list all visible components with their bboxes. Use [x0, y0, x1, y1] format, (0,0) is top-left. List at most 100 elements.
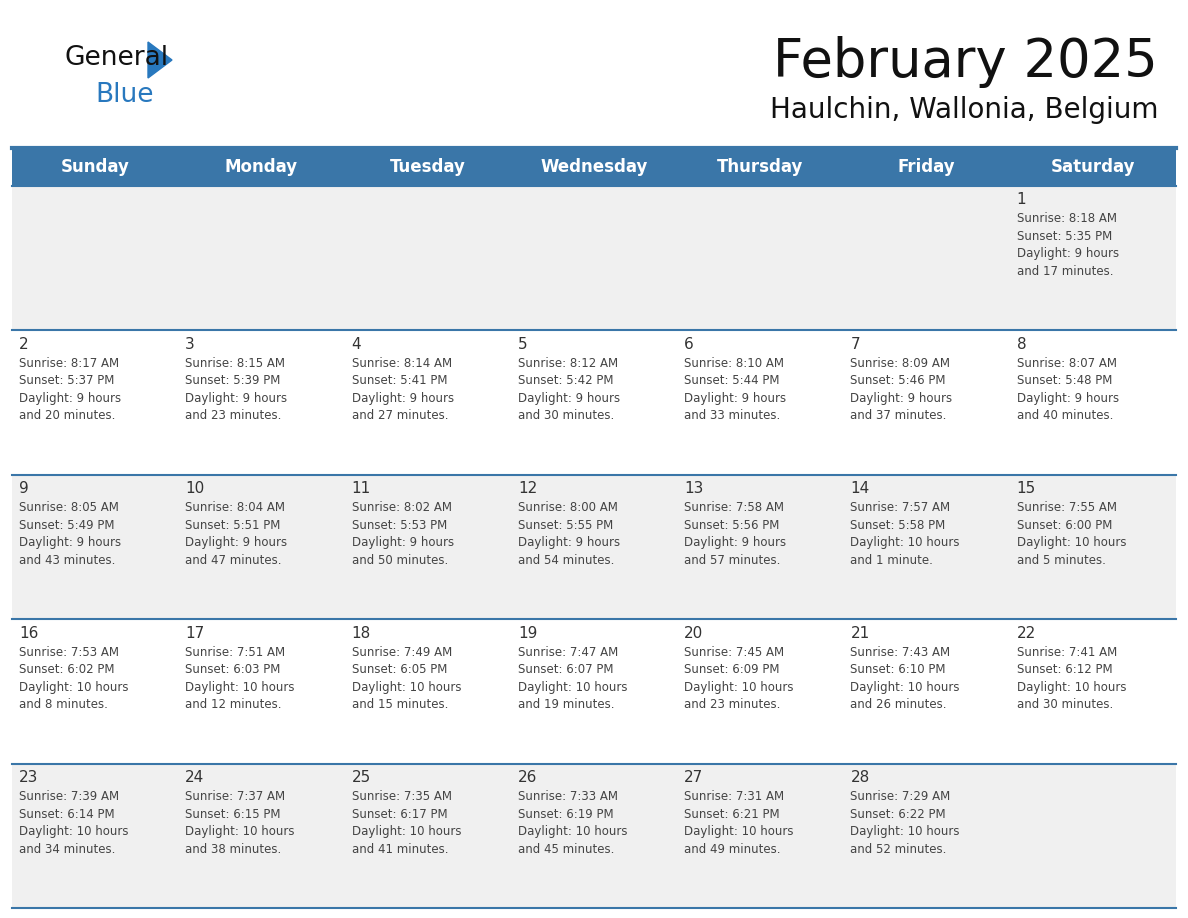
Text: and 12 minutes.: and 12 minutes. [185, 699, 282, 711]
Text: Sunset: 6:05 PM: Sunset: 6:05 PM [352, 663, 447, 677]
Bar [12, 764, 1176, 908]
Text: Sunrise: 8:07 AM: Sunrise: 8:07 AM [1017, 357, 1117, 370]
Text: Wednesday: Wednesday [541, 158, 647, 176]
Text: 12: 12 [518, 481, 537, 497]
Text: Sunrise: 7:39 AM: Sunrise: 7:39 AM [19, 790, 119, 803]
Text: Sunrise: 7:31 AM: Sunrise: 7:31 AM [684, 790, 784, 803]
Text: Thursday: Thursday [718, 158, 803, 176]
Text: Daylight: 9 hours: Daylight: 9 hours [19, 392, 121, 405]
Text: Sunrise: 7:41 AM: Sunrise: 7:41 AM [1017, 645, 1117, 659]
Text: and 33 minutes.: and 33 minutes. [684, 409, 781, 422]
Text: Sunrise: 8:15 AM: Sunrise: 8:15 AM [185, 357, 285, 370]
Text: Sunset: 5:46 PM: Sunset: 5:46 PM [851, 375, 946, 387]
Text: Daylight: 9 hours: Daylight: 9 hours [518, 536, 620, 549]
Text: and 43 minutes.: and 43 minutes. [19, 554, 115, 566]
Text: 13: 13 [684, 481, 703, 497]
Text: February 2025: February 2025 [773, 36, 1158, 88]
Text: 28: 28 [851, 770, 870, 785]
Text: Sunrise: 7:45 AM: Sunrise: 7:45 AM [684, 645, 784, 659]
Text: 21: 21 [851, 626, 870, 641]
Text: and 15 minutes.: and 15 minutes. [352, 699, 448, 711]
Text: Sunset: 5:35 PM: Sunset: 5:35 PM [1017, 230, 1112, 243]
Text: General: General [65, 45, 169, 71]
Text: Sunrise: 8:09 AM: Sunrise: 8:09 AM [851, 357, 950, 370]
Text: and 30 minutes.: and 30 minutes. [518, 409, 614, 422]
Text: Sunset: 6:02 PM: Sunset: 6:02 PM [19, 663, 114, 677]
Text: Daylight: 10 hours: Daylight: 10 hours [518, 681, 627, 694]
Text: 20: 20 [684, 626, 703, 641]
Text: and 17 minutes.: and 17 minutes. [1017, 265, 1113, 278]
Text: and 49 minutes.: and 49 minutes. [684, 843, 781, 856]
Text: Haulchin, Wallonia, Belgium: Haulchin, Wallonia, Belgium [770, 96, 1158, 124]
Text: Daylight: 9 hours: Daylight: 9 hours [1017, 392, 1119, 405]
Text: 24: 24 [185, 770, 204, 785]
Text: 1: 1 [1017, 193, 1026, 207]
Text: 19: 19 [518, 626, 537, 641]
Text: 9: 9 [19, 481, 29, 497]
Text: and 38 minutes.: and 38 minutes. [185, 843, 282, 856]
Polygon shape [148, 42, 172, 78]
Text: Sunrise: 8:12 AM: Sunrise: 8:12 AM [518, 357, 618, 370]
Text: Sunrise: 7:51 AM: Sunrise: 7:51 AM [185, 645, 285, 659]
Text: and 23 minutes.: and 23 minutes. [684, 699, 781, 711]
Text: and 1 minute.: and 1 minute. [851, 554, 934, 566]
Text: Sunset: 6:22 PM: Sunset: 6:22 PM [851, 808, 946, 821]
Text: Daylight: 10 hours: Daylight: 10 hours [851, 681, 960, 694]
Text: Daylight: 10 hours: Daylight: 10 hours [684, 681, 794, 694]
Text: Sunset: 6:12 PM: Sunset: 6:12 PM [1017, 663, 1112, 677]
Text: and 27 minutes.: and 27 minutes. [352, 409, 448, 422]
Text: Sunrise: 8:17 AM: Sunrise: 8:17 AM [19, 357, 119, 370]
Text: and 23 minutes.: and 23 minutes. [185, 409, 282, 422]
Text: Sunset: 5:48 PM: Sunset: 5:48 PM [1017, 375, 1112, 387]
Text: 16: 16 [19, 626, 38, 641]
Text: Daylight: 9 hours: Daylight: 9 hours [1017, 248, 1119, 261]
Text: Sunday: Sunday [61, 158, 129, 176]
Text: Blue: Blue [95, 82, 153, 108]
Text: Saturday: Saturday [1050, 158, 1135, 176]
Text: Sunrise: 7:37 AM: Sunrise: 7:37 AM [185, 790, 285, 803]
Text: 15: 15 [1017, 481, 1036, 497]
Text: 2: 2 [19, 337, 29, 352]
Text: 3: 3 [185, 337, 195, 352]
Text: and 37 minutes.: and 37 minutes. [851, 409, 947, 422]
Text: Daylight: 10 hours: Daylight: 10 hours [352, 825, 461, 838]
Text: Sunset: 5:56 PM: Sunset: 5:56 PM [684, 519, 779, 532]
Text: 17: 17 [185, 626, 204, 641]
Text: Sunrise: 7:43 AM: Sunrise: 7:43 AM [851, 645, 950, 659]
Text: Daylight: 9 hours: Daylight: 9 hours [185, 536, 287, 549]
Text: Sunrise: 8:00 AM: Sunrise: 8:00 AM [518, 501, 618, 514]
Text: Daylight: 9 hours: Daylight: 9 hours [684, 536, 786, 549]
Text: Sunset: 5:53 PM: Sunset: 5:53 PM [352, 519, 447, 532]
Text: Tuesday: Tuesday [390, 158, 466, 176]
Text: Sunrise: 8:10 AM: Sunrise: 8:10 AM [684, 357, 784, 370]
Text: Daylight: 10 hours: Daylight: 10 hours [352, 681, 461, 694]
Text: Sunset: 5:49 PM: Sunset: 5:49 PM [19, 519, 114, 532]
Text: Daylight: 9 hours: Daylight: 9 hours [352, 536, 454, 549]
Text: 8: 8 [1017, 337, 1026, 352]
Bar [12, 148, 1176, 186]
Text: 6: 6 [684, 337, 694, 352]
Text: Daylight: 10 hours: Daylight: 10 hours [19, 681, 128, 694]
Text: Daylight: 9 hours: Daylight: 9 hours [851, 392, 953, 405]
Text: 27: 27 [684, 770, 703, 785]
Text: Sunset: 6:21 PM: Sunset: 6:21 PM [684, 808, 779, 821]
Text: Sunset: 5:44 PM: Sunset: 5:44 PM [684, 375, 779, 387]
Text: Sunset: 5:41 PM: Sunset: 5:41 PM [352, 375, 447, 387]
Text: Sunset: 5:55 PM: Sunset: 5:55 PM [518, 519, 613, 532]
Text: Sunset: 5:58 PM: Sunset: 5:58 PM [851, 519, 946, 532]
Text: Sunrise: 8:02 AM: Sunrise: 8:02 AM [352, 501, 451, 514]
Text: Daylight: 9 hours: Daylight: 9 hours [19, 536, 121, 549]
Text: and 20 minutes.: and 20 minutes. [19, 409, 115, 422]
Text: Sunrise: 7:33 AM: Sunrise: 7:33 AM [518, 790, 618, 803]
Text: Daylight: 10 hours: Daylight: 10 hours [1017, 681, 1126, 694]
Text: Sunset: 6:15 PM: Sunset: 6:15 PM [185, 808, 280, 821]
Text: Daylight: 10 hours: Daylight: 10 hours [684, 825, 794, 838]
Text: and 34 minutes.: and 34 minutes. [19, 843, 115, 856]
Text: Sunset: 5:39 PM: Sunset: 5:39 PM [185, 375, 280, 387]
Text: Sunrise: 7:55 AM: Sunrise: 7:55 AM [1017, 501, 1117, 514]
Text: Sunset: 6:14 PM: Sunset: 6:14 PM [19, 808, 114, 821]
Text: and 45 minutes.: and 45 minutes. [518, 843, 614, 856]
Text: Daylight: 10 hours: Daylight: 10 hours [1017, 536, 1126, 549]
Text: Friday: Friday [898, 158, 955, 176]
Text: and 5 minutes.: and 5 minutes. [1017, 554, 1106, 566]
